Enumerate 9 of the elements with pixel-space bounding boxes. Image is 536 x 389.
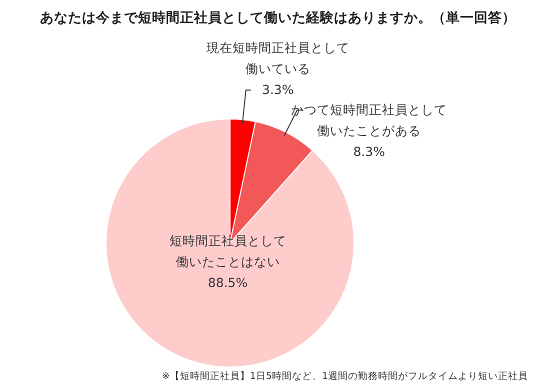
chart-title: あなたは今まで短時間正社員として働いた経験はありますか。（単一回答）	[40, 10, 516, 26]
text: ※【短時間正社員】1日5時間など、1週間の勤務時間がフルタイムより短い正社員	[162, 370, 528, 382]
data-label: 3.3%	[262, 82, 294, 98]
slice-label: かつて短時間正社員として働いたことがある	[291, 102, 448, 138]
slice-label: 短時間正社員として働いたことはない	[169, 233, 286, 270]
slice-label: 現在短時間正社員として働いている	[206, 40, 350, 76]
pie-slice	[106, 118, 354, 368]
data-label: 88.5%	[208, 275, 248, 290]
data-label: 8.3%	[353, 144, 386, 160]
